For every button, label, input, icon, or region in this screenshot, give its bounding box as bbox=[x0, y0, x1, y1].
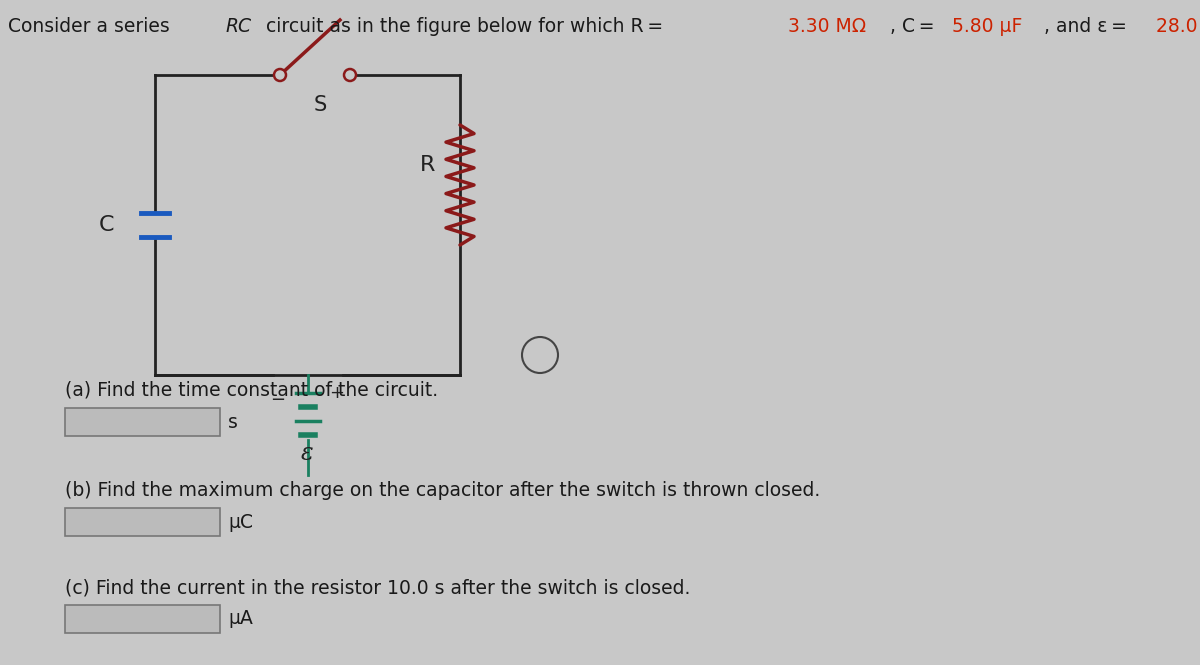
FancyBboxPatch shape bbox=[65, 408, 220, 436]
Text: s: s bbox=[228, 412, 238, 432]
Text: −: − bbox=[270, 391, 286, 409]
Text: Consider a series: Consider a series bbox=[8, 17, 175, 36]
Text: , and ε =: , and ε = bbox=[1044, 17, 1130, 36]
Text: 3.30 MΩ: 3.30 MΩ bbox=[788, 17, 866, 36]
Text: 5.80 μF: 5.80 μF bbox=[953, 17, 1022, 36]
Text: +: + bbox=[330, 384, 344, 402]
Text: (b) Find the maximum charge on the capacitor after the switch is thrown closed.: (b) Find the maximum charge on the capac… bbox=[65, 481, 821, 500]
Text: S: S bbox=[313, 95, 326, 115]
Circle shape bbox=[274, 69, 286, 81]
Text: (a) Find the time constant of the circuit.: (a) Find the time constant of the circui… bbox=[65, 381, 438, 400]
Text: circuit as in the figure below for which R =: circuit as in the figure below for which… bbox=[259, 17, 667, 36]
Text: , C =: , C = bbox=[889, 17, 938, 36]
Text: R: R bbox=[420, 155, 436, 175]
FancyBboxPatch shape bbox=[65, 605, 220, 633]
Circle shape bbox=[522, 337, 558, 373]
Text: (c) Find the current in the resistor 10.0 s after the switch is closed.: (c) Find the current in the resistor 10.… bbox=[65, 578, 690, 597]
Circle shape bbox=[344, 69, 356, 81]
Text: C: C bbox=[100, 215, 115, 235]
Text: μA: μA bbox=[228, 610, 253, 628]
Text: μC: μC bbox=[228, 513, 253, 531]
Text: ε: ε bbox=[301, 442, 314, 464]
Text: RC: RC bbox=[226, 17, 252, 36]
FancyBboxPatch shape bbox=[65, 508, 220, 536]
Text: i: i bbox=[538, 346, 542, 364]
Text: 28.0 V: 28.0 V bbox=[1157, 17, 1200, 36]
